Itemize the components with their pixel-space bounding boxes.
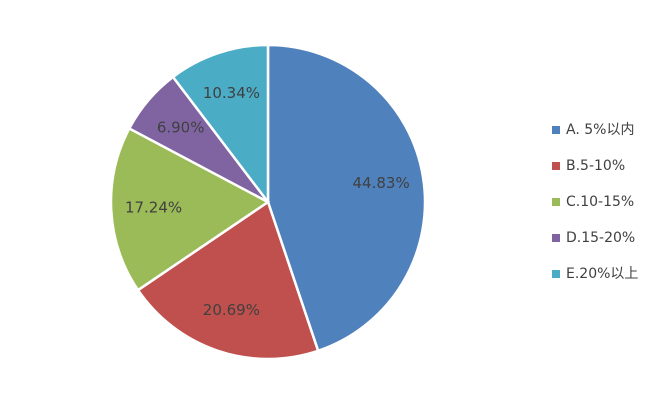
pie-slice (136, 200, 320, 361)
data-label: 44.83% (353, 174, 410, 192)
data-label: 17.24% (125, 199, 182, 217)
legend-label: A. 5%以内 (566, 122, 634, 138)
legend-swatch (552, 126, 560, 134)
legend-swatch (552, 162, 560, 170)
data-label: 20.69% (203, 301, 260, 319)
legend-swatch (552, 234, 560, 242)
data-label: 10.34% (203, 84, 260, 102)
data-label: 6.90% (157, 118, 205, 136)
pie-slice (266, 43, 427, 353)
legend-label: D.15-20% (566, 230, 635, 246)
legend-label: B.5-10% (566, 158, 625, 174)
legend-swatch (552, 198, 560, 206)
pie-slice (109, 126, 271, 292)
legend-label: C.10-15% (566, 194, 634, 210)
legend-label: E.20%以上 (566, 266, 638, 282)
pie-slice (171, 43, 270, 206)
legend-swatch (552, 270, 560, 278)
